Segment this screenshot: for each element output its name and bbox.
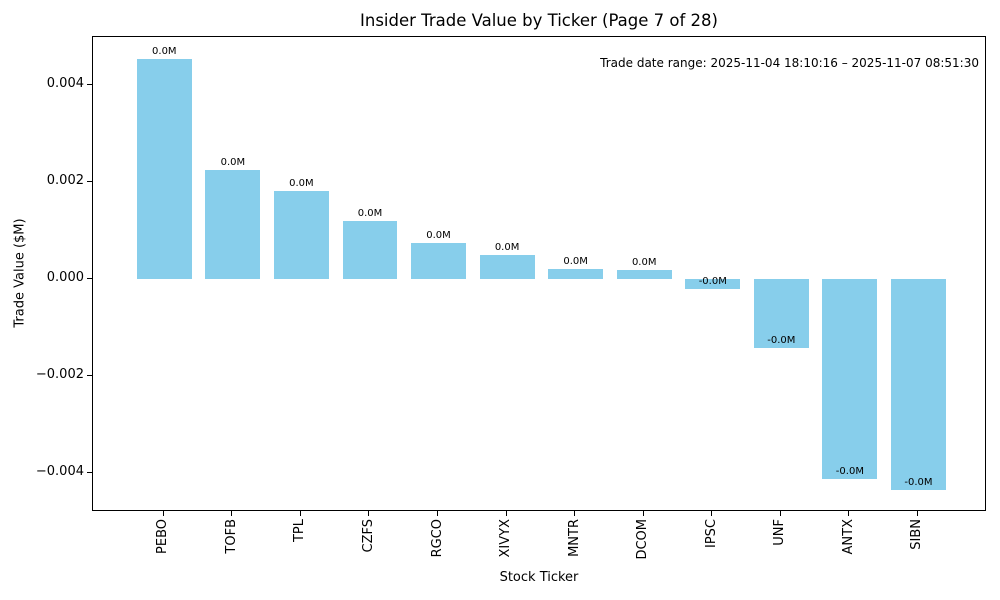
y-tick-label: −0.004	[35, 464, 84, 480]
y-tick	[87, 374, 92, 376]
x-tick	[299, 511, 301, 516]
x-tick-label: UNF	[772, 519, 788, 546]
y-tick	[87, 180, 92, 182]
bar	[822, 279, 878, 480]
chart-title: Insider Trade Value by Ticker (Page 7 of…	[360, 11, 718, 30]
x-tick-label: TOFB	[223, 519, 239, 554]
bar	[342, 221, 398, 280]
date-range-annotation: Trade date range: 2025-11-04 18:10:16 – …	[600, 56, 979, 70]
bar	[616, 270, 672, 280]
x-tick	[162, 511, 164, 516]
x-tick-label: CZFS	[360, 519, 376, 553]
bar	[205, 169, 261, 280]
bar-value-label: 0.0M	[289, 178, 314, 190]
x-tick-label: DCOM	[635, 519, 651, 560]
y-tick	[87, 83, 92, 85]
y-tick-label: 0.000	[46, 270, 84, 286]
x-tick	[848, 511, 850, 516]
plot-area: Trade date range: 2025-11-04 18:10:16 – …	[92, 36, 986, 511]
x-axis-label: Stock Ticker	[499, 570, 579, 585]
y-tick-label: −0.002	[35, 367, 84, 383]
x-tick-label: IPSC	[703, 519, 719, 549]
x-tick	[231, 511, 233, 516]
x-tick-label: PEBO	[155, 519, 171, 554]
x-tick-label: RGCO	[429, 519, 445, 558]
bar	[479, 255, 535, 280]
y-axis-label: Trade Value ($M)	[12, 218, 28, 328]
bar-value-label: -0.0M	[904, 477, 933, 489]
bar-value-label: 0.0M	[426, 229, 451, 241]
x-tick-label: TPL	[292, 519, 308, 543]
bar	[891, 279, 946, 491]
bar-value-label: 0.0M	[631, 257, 657, 269]
bar-value-label: -0.0M	[767, 334, 796, 346]
bar-value-label: 0.0M	[494, 242, 520, 254]
x-tick	[916, 511, 918, 516]
x-tick	[505, 511, 507, 516]
x-tick	[437, 511, 439, 516]
y-tick	[87, 471, 92, 473]
x-tick	[642, 511, 644, 516]
bar-value-label: 0.0M	[220, 156, 246, 168]
bar	[136, 59, 192, 280]
y-tick	[87, 277, 92, 279]
bar	[548, 269, 604, 280]
x-tick-label: MNTR	[566, 519, 582, 557]
x-tick-label: SIBN	[909, 519, 925, 550]
bar	[753, 279, 809, 348]
bar	[685, 279, 741, 289]
x-tick-label: ANTX	[840, 519, 856, 555]
bar-value-label: 0.0M	[357, 208, 383, 220]
x-tick	[711, 511, 713, 516]
x-tick-label: XIVYX	[498, 519, 514, 558]
bar-value-label: -0.0M	[835, 466, 864, 478]
x-tick	[779, 511, 781, 516]
bar	[411, 242, 466, 280]
y-tick-label: 0.004	[46, 76, 84, 92]
bar-value-label: -0.0M	[698, 275, 727, 287]
bar-value-label: 0.0M	[152, 46, 177, 58]
x-tick	[574, 511, 576, 516]
x-tick	[368, 511, 370, 516]
bar-value-label: 0.0M	[563, 256, 588, 268]
bar	[273, 191, 329, 280]
y-tick-label: 0.002	[46, 173, 84, 189]
